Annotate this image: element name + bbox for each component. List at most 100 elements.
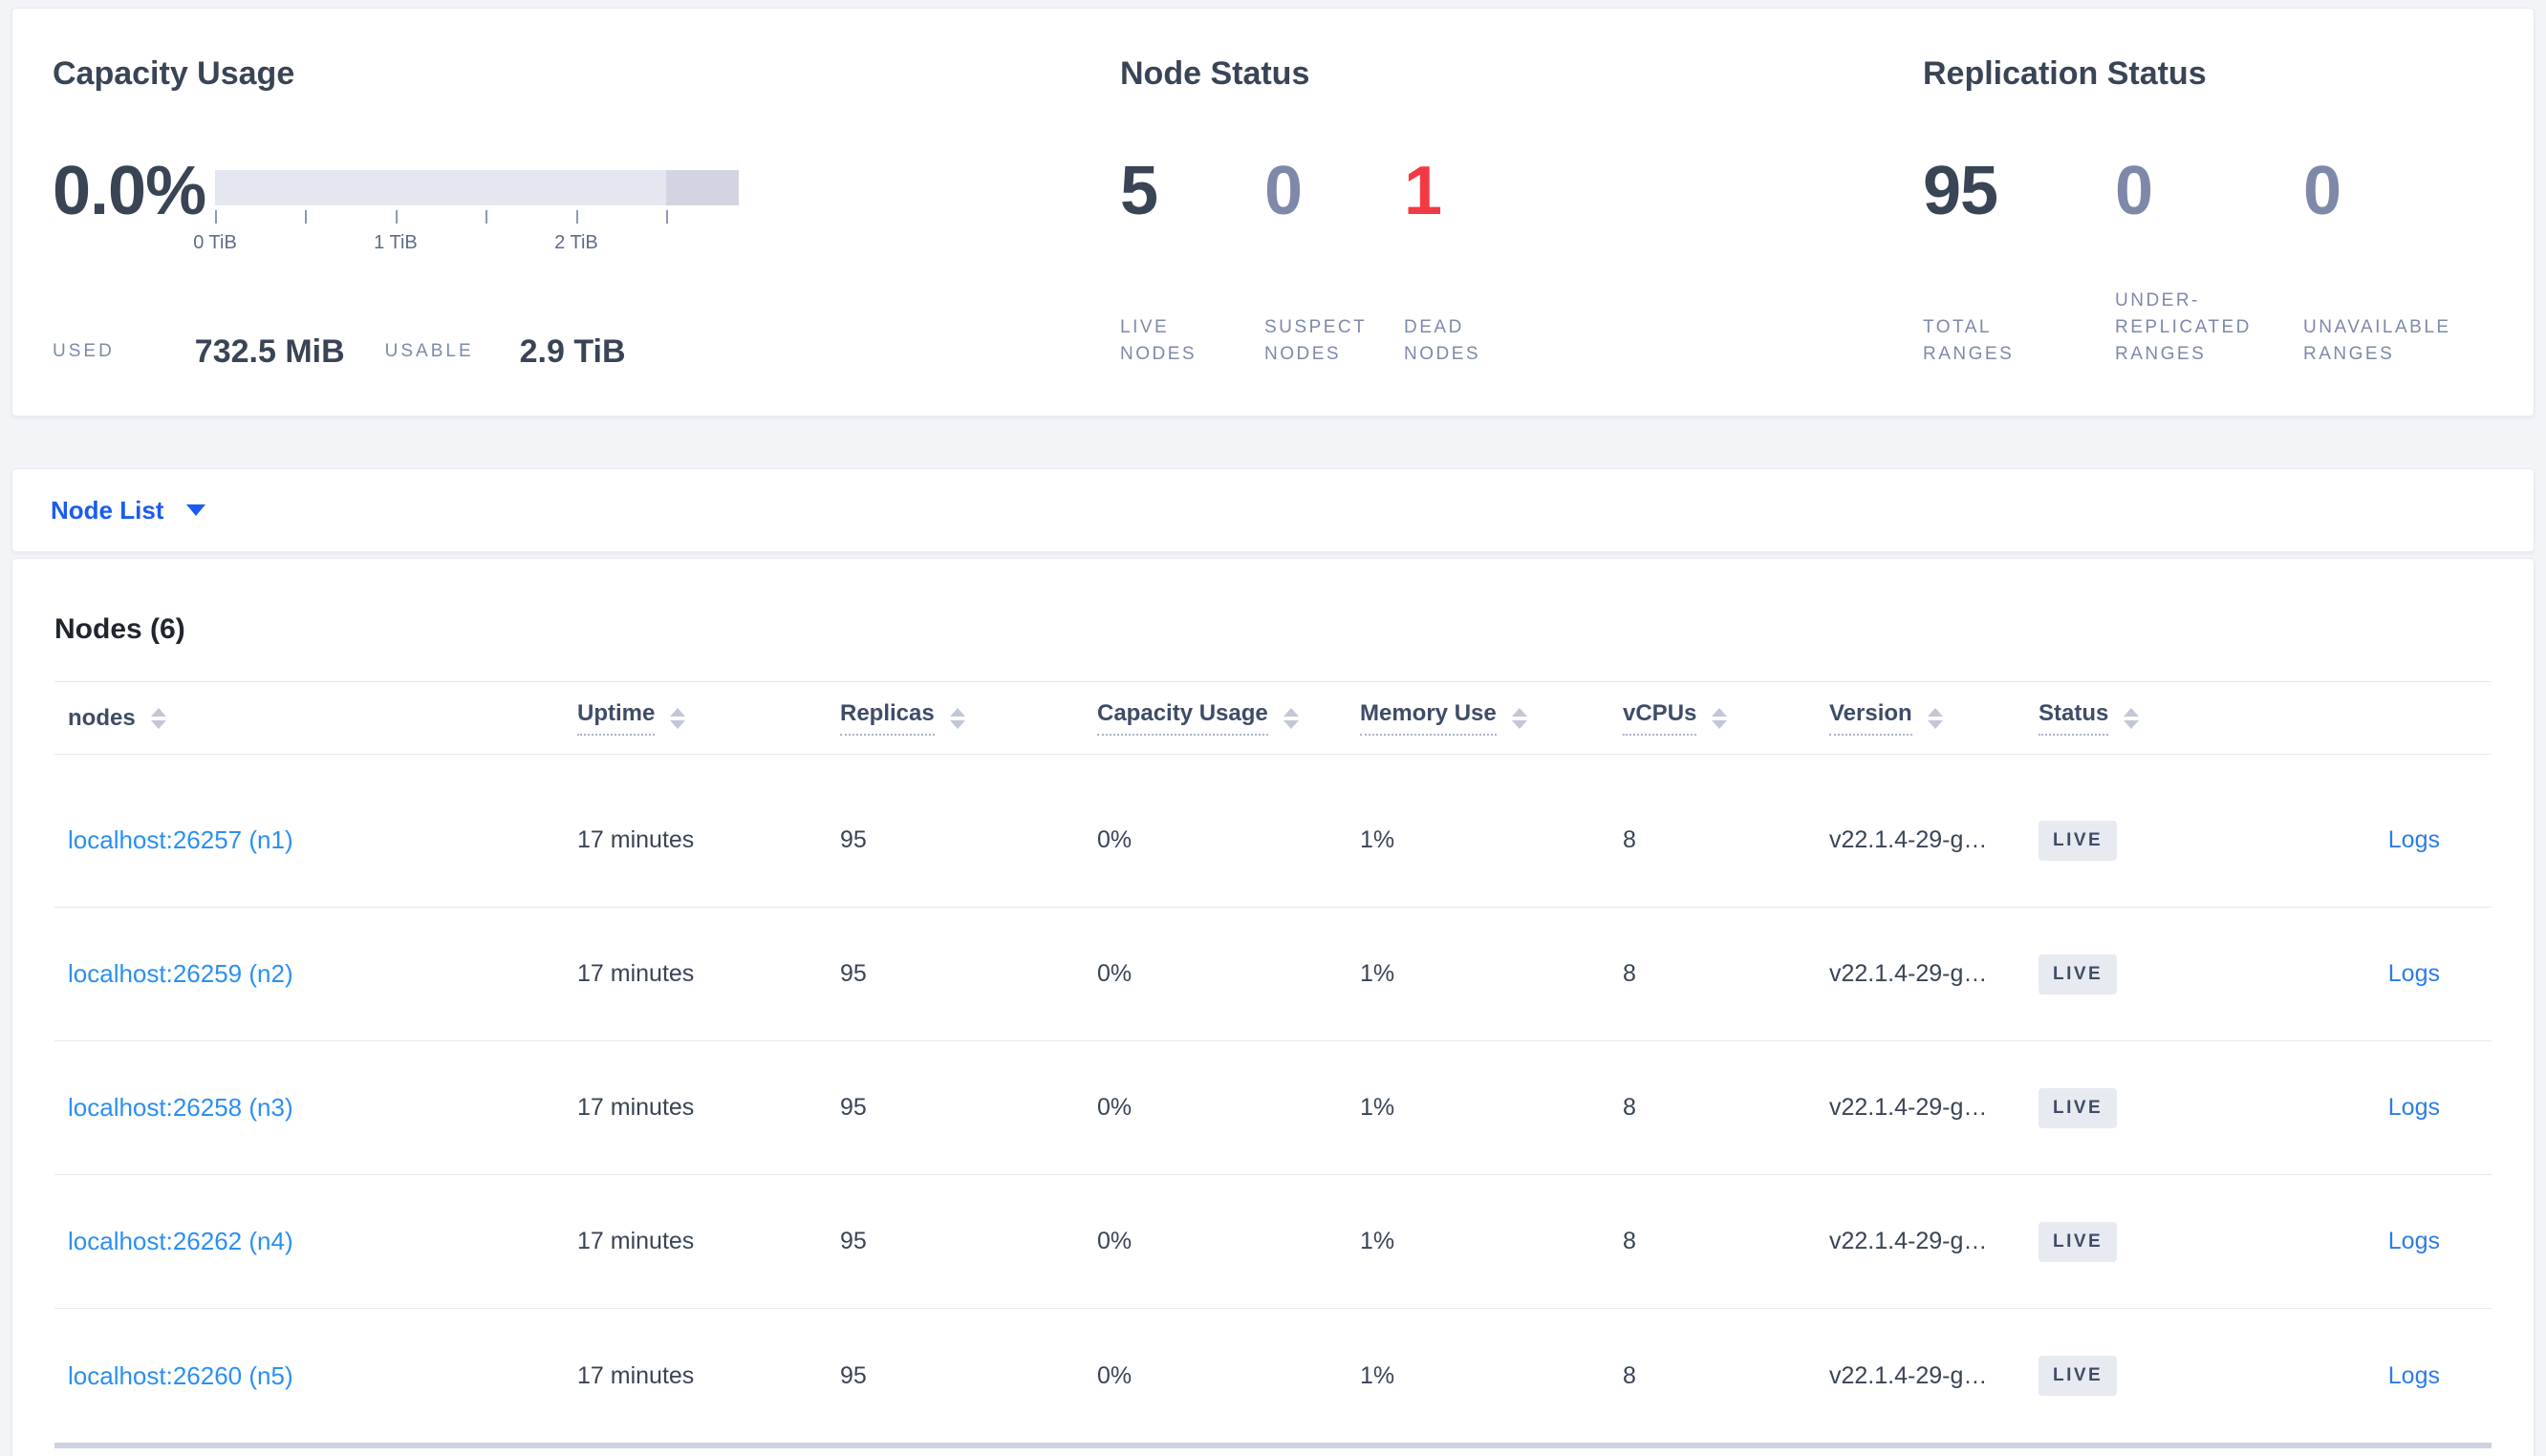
table-bottom-divider xyxy=(54,1443,2492,1448)
node-address-link[interactable]: localhost:26260 (n5) xyxy=(68,1360,293,1390)
usable-label: USABLE xyxy=(384,341,474,361)
sort-icon[interactable] xyxy=(2124,707,2140,729)
replicas-cell: 95 xyxy=(840,826,867,853)
uptime-cell: 17 minutes xyxy=(577,960,695,987)
column-header-memory-use[interactable]: Memory Use xyxy=(1360,700,1623,736)
capacity-bar-tick-labels: 0 TiB 1 TiB 2 TiB xyxy=(193,232,739,257)
logs-cell: Logs xyxy=(2281,826,2492,854)
sort-icon[interactable] xyxy=(1511,707,1527,729)
nodes-heading: Nodes (6) xyxy=(54,559,2492,682)
status-badge: LIVE xyxy=(2039,1221,2118,1262)
node-address-link[interactable]: localhost:26259 (n2) xyxy=(68,959,293,988)
capacity-usage-title: Capacity Usage xyxy=(53,55,295,92)
node-address-cell: localhost:26258 (n3) xyxy=(54,1093,577,1123)
node-table-row: localhost:26257 (n1) 17 minutes 95 0% 1%… xyxy=(54,774,2492,908)
version-cell: v22.1.4-29-g… xyxy=(1829,1228,1988,1254)
logs-cell: Logs xyxy=(2281,1362,2492,1390)
capacity-usage-cell: 0% xyxy=(1097,960,1133,987)
node-address-link[interactable]: localhost:26257 (n1) xyxy=(68,825,293,854)
version-cell: v22.1.4-29-g… xyxy=(1829,1094,1988,1121)
sort-icon[interactable] xyxy=(949,707,965,729)
logs-cell: Logs xyxy=(2281,1094,2492,1122)
node-address-cell: localhost:26259 (n2) xyxy=(54,959,577,989)
capacity-usage-cell: 0% xyxy=(1097,1094,1133,1121)
sort-icon[interactable] xyxy=(1927,707,1943,729)
capacity-stats: USED 732.5 MiB USABLE 2.9 TiB xyxy=(53,328,626,375)
live-nodes-label: LIVE NODES xyxy=(1120,317,1197,364)
capacity-bar-highlight-segment xyxy=(666,170,739,205)
tick-label-2: 2 TiB xyxy=(554,232,598,253)
total-ranges-label: TOTAL RANGES xyxy=(1923,317,2015,364)
status-badge: LIVE xyxy=(2039,1087,2118,1128)
suspect-nodes-count: 0 xyxy=(1264,153,1303,229)
column-header-capacity-usage[interactable]: Capacity Usage xyxy=(1097,700,1360,736)
sort-icon[interactable] xyxy=(1712,707,1728,729)
logs-link[interactable]: Logs xyxy=(2387,1361,2440,1389)
column-header-vcpus[interactable]: vCPUs xyxy=(1623,700,1829,736)
node-status-title: Node Status xyxy=(1120,55,1310,92)
uptime-cell: 17 minutes xyxy=(577,826,695,853)
view-selector-bar: Node List xyxy=(11,468,2535,552)
capacity-bar-ticks xyxy=(215,210,739,225)
node-list-dropdown[interactable]: Node List xyxy=(51,495,206,525)
uptime-cell: 17 minutes xyxy=(577,1361,695,1389)
nodes-table-body: localhost:26257 (n1) 17 minutes 95 0% 1%… xyxy=(54,755,2492,1443)
column-header-version[interactable]: Version xyxy=(1829,700,2039,736)
replicas-cell: 95 xyxy=(840,1361,867,1389)
live-nodes-count: 5 xyxy=(1120,153,1158,229)
memory-use-cell: 1% xyxy=(1360,960,1395,987)
memory-use-cell: 1% xyxy=(1360,1361,1395,1389)
node-address-link[interactable]: localhost:26258 (n3) xyxy=(68,1093,293,1122)
nodes-table: nodes Uptime Replicas Capacity Usage Mem… xyxy=(54,682,2492,1448)
node-table-row: localhost:26259 (n2) 17 minutes 95 0% 1%… xyxy=(54,908,2492,1041)
logs-link[interactable]: Logs xyxy=(2387,1094,2440,1121)
status-badge: LIVE xyxy=(2039,820,2118,861)
node-address-link[interactable]: localhost:26262 (n4) xyxy=(68,1227,293,1255)
sort-icon[interactable] xyxy=(670,707,686,729)
column-header-uptime[interactable]: Uptime xyxy=(577,700,840,736)
column-header-status[interactable]: Status xyxy=(2039,700,2281,736)
logs-link[interactable]: Logs xyxy=(2387,960,2440,987)
replicas-cell: 95 xyxy=(840,1228,867,1254)
version-cell: v22.1.4-29-g… xyxy=(1829,1361,1988,1389)
capacity-usage-cell: 0% xyxy=(1097,826,1133,853)
node-table-row: localhost:26262 (n4) 17 minutes 95 0% 1%… xyxy=(54,1175,2492,1309)
chevron-down-icon xyxy=(186,504,206,516)
dead-nodes-count: 1 xyxy=(1404,153,1442,229)
under-replicated-ranges-label: UNDER-REPLICATED RANGES xyxy=(2115,290,2252,364)
replicas-cell: 95 xyxy=(840,960,867,987)
sort-icon[interactable] xyxy=(1283,707,1299,729)
node-address-cell: localhost:26262 (n4) xyxy=(54,1227,577,1256)
logs-link[interactable]: Logs xyxy=(2387,1228,2440,1254)
nodes-card: Nodes (6) nodes Uptime Replicas Capacity… xyxy=(11,558,2535,1456)
status-cell: LIVE xyxy=(2039,820,2281,861)
tick-label-0: 0 TiB xyxy=(193,232,237,253)
logs-cell: Logs xyxy=(2281,960,2492,988)
used-value: 732.5 MiB xyxy=(194,332,345,370)
node-table-row: localhost:26258 (n3) 17 minutes 95 0% 1%… xyxy=(54,1041,2492,1175)
vcpus-cell: 8 xyxy=(1623,1094,1636,1121)
column-header-replicas[interactable]: Replicas xyxy=(840,700,1097,736)
logs-link[interactable]: Logs xyxy=(2387,826,2440,853)
usable-value: 2.9 TiB xyxy=(519,332,626,370)
under-replicated-ranges-count: 0 xyxy=(2115,153,2153,229)
status-badge: LIVE xyxy=(2039,1356,2118,1396)
tick-label-1: 1 TiB xyxy=(374,232,418,253)
column-header-nodes[interactable]: nodes xyxy=(54,705,577,732)
node-list-dropdown-label: Node List xyxy=(51,495,164,525)
uptime-cell: 17 minutes xyxy=(577,1228,695,1254)
total-ranges-count: 95 xyxy=(1923,153,1998,229)
nodes-table-header-row: nodes Uptime Replicas Capacity Usage Mem… xyxy=(54,682,2492,755)
node-address-cell: localhost:26257 (n1) xyxy=(54,825,577,855)
capacity-percent-value: 0.0% xyxy=(53,153,206,229)
sort-icon[interactable] xyxy=(150,707,166,729)
vcpus-cell: 8 xyxy=(1623,826,1636,853)
suspect-nodes-label: SUSPECT NODES xyxy=(1264,317,1367,364)
vcpus-cell: 8 xyxy=(1623,1228,1636,1254)
dead-nodes-label: DEAD NODES xyxy=(1404,317,1481,364)
node-table-row: localhost:26260 (n5) 17 minutes 95 0% 1%… xyxy=(54,1309,2492,1443)
unavailable-ranges-label: UNAVAILABLE RANGES xyxy=(2303,317,2451,364)
status-cell: LIVE xyxy=(2039,953,2281,995)
capacity-usage-cell: 0% xyxy=(1097,1361,1133,1389)
capacity-usage-bar xyxy=(215,170,739,205)
